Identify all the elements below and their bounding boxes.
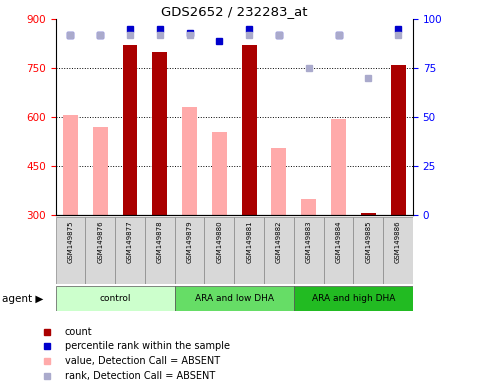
Bar — [242, 45, 256, 215]
Bar — [175, 217, 204, 284]
Bar — [175, 286, 294, 311]
Bar — [271, 148, 286, 215]
Text: GSM149882: GSM149882 — [276, 220, 282, 263]
Bar — [123, 45, 138, 215]
Text: GSM149877: GSM149877 — [127, 220, 133, 263]
Bar — [212, 132, 227, 215]
Bar — [324, 217, 354, 284]
Bar — [294, 286, 413, 311]
Bar — [264, 217, 294, 284]
Text: GSM149879: GSM149879 — [186, 220, 193, 263]
Text: GSM149885: GSM149885 — [365, 220, 371, 263]
Text: agent ▶: agent ▶ — [2, 293, 44, 304]
Title: GDS2652 / 232283_at: GDS2652 / 232283_at — [161, 5, 308, 18]
Bar — [182, 108, 197, 215]
Bar — [234, 217, 264, 284]
Bar — [204, 217, 234, 284]
Text: GSM149876: GSM149876 — [97, 220, 103, 263]
Bar — [391, 65, 406, 215]
Text: value, Detection Call = ABSENT: value, Detection Call = ABSENT — [65, 356, 220, 366]
Text: GSM149875: GSM149875 — [68, 220, 73, 263]
Bar — [331, 119, 346, 215]
Text: rank, Detection Call = ABSENT: rank, Detection Call = ABSENT — [65, 371, 215, 381]
Text: GSM149878: GSM149878 — [157, 220, 163, 263]
Bar — [85, 217, 115, 284]
Bar — [63, 116, 78, 215]
Text: GSM149883: GSM149883 — [306, 220, 312, 263]
Bar — [354, 217, 383, 284]
Bar — [56, 286, 175, 311]
Text: ARA and low DHA: ARA and low DHA — [195, 294, 274, 303]
Bar — [383, 217, 413, 284]
Text: control: control — [99, 294, 131, 303]
Bar — [361, 214, 376, 215]
Text: ARA and high DHA: ARA and high DHA — [312, 294, 395, 303]
Text: count: count — [65, 327, 92, 337]
Bar — [93, 127, 108, 215]
Text: GSM149886: GSM149886 — [395, 220, 401, 263]
Text: GSM149881: GSM149881 — [246, 220, 252, 263]
Bar — [294, 217, 324, 284]
Bar — [301, 199, 316, 215]
Bar — [115, 217, 145, 284]
Text: percentile rank within the sample: percentile rank within the sample — [65, 341, 230, 351]
Bar — [145, 217, 175, 284]
Text: GSM149884: GSM149884 — [336, 220, 341, 263]
Text: GSM149880: GSM149880 — [216, 220, 222, 263]
Bar — [152, 52, 167, 215]
Bar — [56, 217, 85, 284]
